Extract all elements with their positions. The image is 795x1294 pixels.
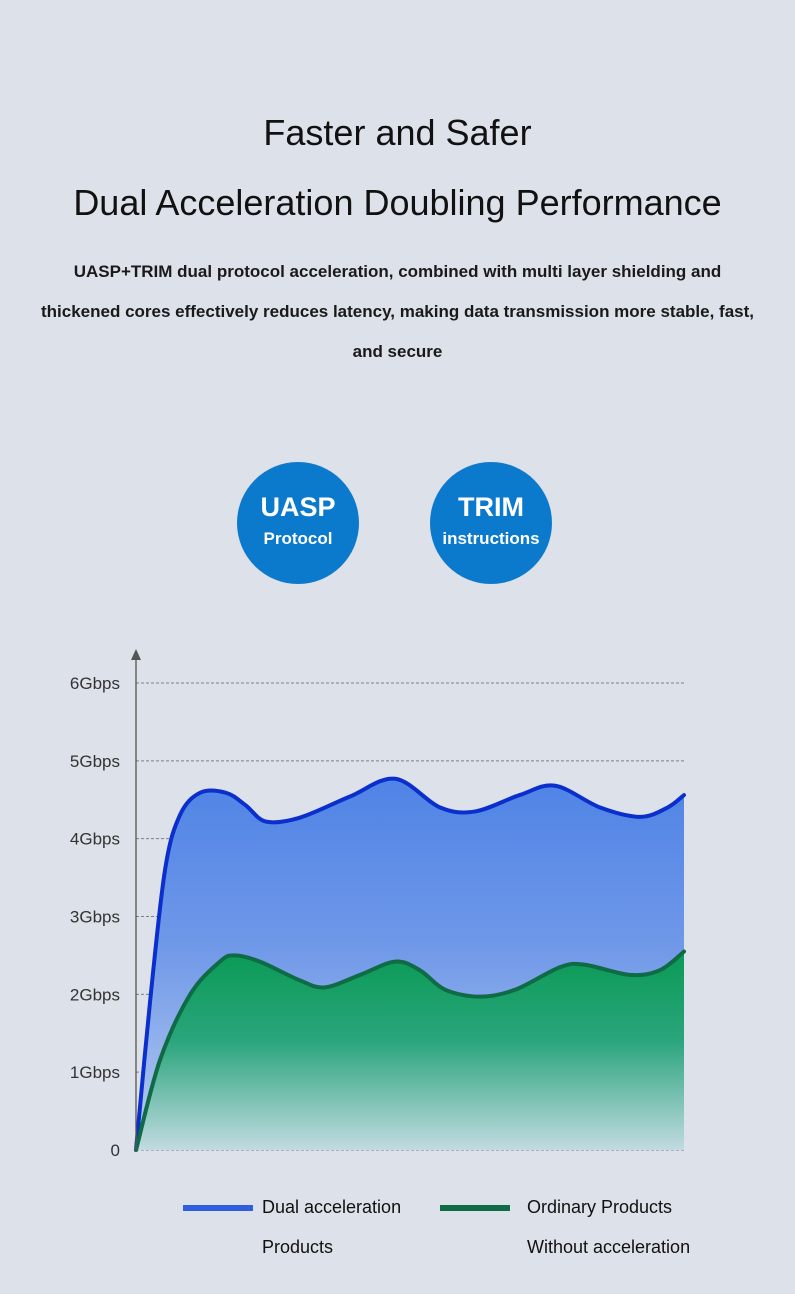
y-tick-label: 3Gbps xyxy=(70,908,120,927)
y-tick-label: 0 xyxy=(111,1141,120,1160)
legend-swatch-ordinary xyxy=(440,1205,510,1211)
trim-badge: TRIM instructions xyxy=(430,462,552,584)
badge-title: TRIM xyxy=(458,492,524,522)
badge-title: UASP xyxy=(260,492,336,522)
subheadline: Dual Acceleration Doubling Performance xyxy=(73,182,722,223)
badge-subtitle: Protocol xyxy=(263,529,333,548)
y-axis-arrow-icon xyxy=(131,649,141,660)
series-line-dual xyxy=(134,776,686,1152)
legend-label-dual-1: Dual acceleration xyxy=(262,1197,402,1217)
area-fill-ordinary xyxy=(136,951,684,1150)
y-tick-label: 2Gbps xyxy=(70,985,120,1004)
y-tick-label: 4Gbps xyxy=(70,830,120,849)
series-line-ordinary xyxy=(134,949,686,1152)
headline: Faster and Safer xyxy=(263,112,532,153)
legend-label-dual-2: Products xyxy=(262,1237,334,1257)
y-tick-label: 6Gbps xyxy=(70,674,120,693)
legend-label-ordinary-1: Ordinary Products xyxy=(527,1197,673,1217)
y-tick-label: 5Gbps xyxy=(70,752,120,771)
y-tick-label: 1Gbps xyxy=(70,1063,120,1082)
legend-label-ordinary-2: Without acceleration xyxy=(527,1237,691,1257)
uasp-badge: UASP Protocol xyxy=(237,462,359,584)
badge-subtitle: instructions xyxy=(442,529,540,548)
description: UASP+TRIM dual protocol acceleration, co… xyxy=(40,262,755,361)
legend-swatch-dual xyxy=(183,1205,253,1211)
